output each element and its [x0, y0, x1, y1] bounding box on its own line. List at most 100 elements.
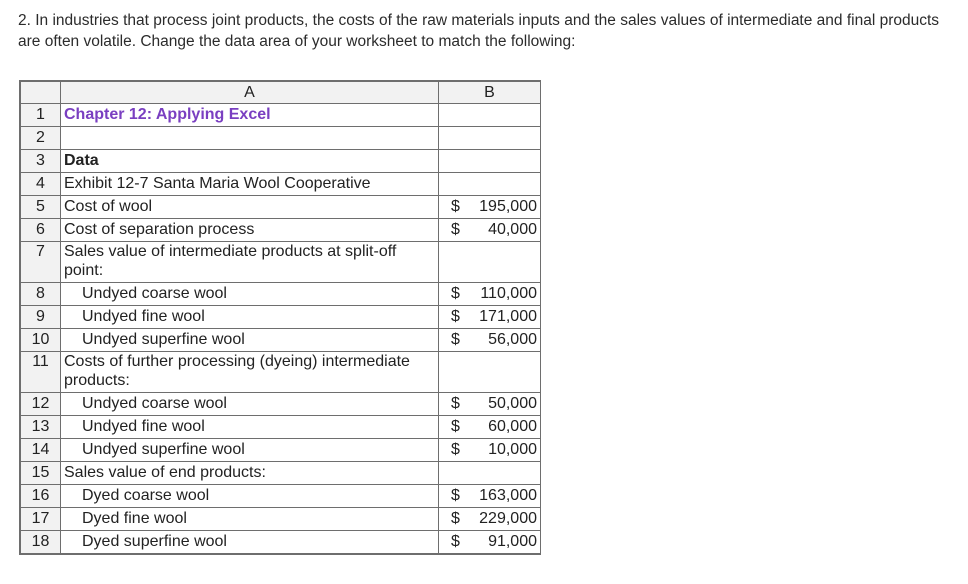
cell-a9[interactable]: Undyed fine wool: [60, 305, 439, 329]
cell-a18[interactable]: Dyed superfine wool: [60, 530, 439, 555]
amount: 56,000: [488, 331, 537, 348]
row-header[interactable]: 6: [19, 218, 61, 242]
sheet-row: 10 Undyed superfine wool $56,000: [19, 328, 541, 352]
cell-a-text: Dyed fine wool: [82, 510, 187, 527]
cell-b2[interactable]: [438, 126, 541, 150]
cell-a11[interactable]: Costs of further processing (dyeing) int…: [60, 351, 439, 393]
sheet-row: 1 Chapter 12: Applying Excel: [19, 103, 541, 127]
sheet-row: 2: [19, 126, 541, 150]
row-header[interactable]: 16: [19, 484, 61, 508]
cell-a-text: Dyed coarse wool: [82, 487, 210, 504]
cell-a3[interactable]: Data: [60, 149, 439, 173]
cell-a15[interactable]: Sales value of end products:: [60, 461, 439, 485]
cell-a1[interactable]: Chapter 12: Applying Excel: [60, 103, 439, 127]
currency-value: $195,000: [439, 196, 537, 218]
cell-b5[interactable]: $195,000: [438, 195, 541, 219]
cell-a2[interactable]: [60, 126, 439, 150]
row-header[interactable]: 18: [19, 530, 61, 555]
cell-a-text: Undyed superfine wool: [82, 441, 245, 458]
sheet-row: 4 Exhibit 12-7 Santa Maria Wool Cooperati…: [19, 172, 541, 196]
cell-b12[interactable]: $50,000: [438, 392, 541, 416]
cell-b15[interactable]: [438, 461, 541, 485]
row-header[interactable]: 12: [19, 392, 61, 416]
row-header[interactable]: 7: [19, 241, 61, 283]
cell-a-text: Chapter 12: Applying Excel: [64, 106, 271, 123]
cell-a13[interactable]: Undyed fine wool: [60, 415, 439, 439]
sheet-row: 6 Cost of separation process $40,000: [19, 218, 541, 242]
cell-a-text: Costs of further processing (dyeing) int…: [64, 353, 410, 389]
cell-b17[interactable]: $229,000: [438, 507, 541, 531]
cell-a6[interactable]: Cost of separation process: [60, 218, 439, 242]
amount: 229,000: [479, 510, 537, 527]
cell-a-text: Data: [64, 152, 99, 169]
cell-a4[interactable]: Exhibit 12-7 Santa Maria Wool Cooperativ…: [60, 172, 439, 196]
cell-b8[interactable]: $110,000: [438, 282, 541, 306]
cell-a-text: Undyed fine wool: [82, 418, 205, 435]
amount: 40,000: [488, 221, 537, 238]
sheet-row: 11 Costs of further processing (dyeing) i…: [19, 351, 541, 393]
row-header[interactable]: 2: [19, 126, 61, 150]
row-header[interactable]: 13: [19, 415, 61, 439]
select-all-corner[interactable]: [19, 80, 61, 104]
cell-b6[interactable]: $40,000: [438, 218, 541, 242]
column-header-a[interactable]: A: [60, 80, 439, 104]
sheet-row: 12 Undyed coarse wool $50,000: [19, 392, 541, 416]
cell-a7[interactable]: Sales value of intermediate products at …: [60, 241, 439, 283]
row-header[interactable]: 15: [19, 461, 61, 485]
cell-b14[interactable]: $10,000: [438, 438, 541, 462]
cell-b13[interactable]: $60,000: [438, 415, 541, 439]
currency-symbol: $: [451, 331, 460, 348]
cell-a17[interactable]: Dyed fine wool: [60, 507, 439, 531]
sheet-row: 3 Data: [19, 149, 541, 173]
currency-symbol: $: [451, 510, 460, 527]
row-header[interactable]: 11: [19, 351, 61, 393]
cell-b16[interactable]: $163,000: [438, 484, 541, 508]
currency-value: $110,000: [439, 283, 537, 305]
row-header[interactable]: 9: [19, 305, 61, 329]
row-header[interactable]: 1: [19, 103, 61, 127]
sheet-row: 7 Sales value of intermediate products at…: [19, 241, 541, 283]
cell-a5[interactable]: Cost of wool: [60, 195, 439, 219]
currency-symbol: $: [451, 308, 460, 325]
row-header[interactable]: 10: [19, 328, 61, 352]
currency-symbol: $: [451, 395, 460, 412]
row-header[interactable]: 3: [19, 149, 61, 173]
amount: 10,000: [488, 441, 537, 458]
cell-a12[interactable]: Undyed coarse wool: [60, 392, 439, 416]
cell-a10[interactable]: Undyed superfine wool: [60, 328, 439, 352]
cell-b9[interactable]: $171,000: [438, 305, 541, 329]
cell-a14[interactable]: Undyed superfine wool: [60, 438, 439, 462]
row-header[interactable]: 17: [19, 507, 61, 531]
cell-b10[interactable]: $56,000: [438, 328, 541, 352]
cell-a-text: Dyed superfine wool: [82, 533, 227, 550]
row-header[interactable]: 5: [19, 195, 61, 219]
currency-value: $56,000: [439, 329, 537, 351]
cell-b3[interactable]: [438, 149, 541, 173]
row-header[interactable]: 4: [19, 172, 61, 196]
currency-symbol: $: [451, 533, 460, 550]
cell-a8[interactable]: Undyed coarse wool: [60, 282, 439, 306]
sheet-row: 5 Cost of wool $195,000: [19, 195, 541, 219]
amount: 110,000: [480, 285, 537, 302]
cell-b18[interactable]: $91,000: [438, 530, 541, 555]
cell-a-text: Undyed coarse wool: [82, 285, 227, 302]
sheet-row: 13 Undyed fine wool $60,000: [19, 415, 541, 439]
cell-b7[interactable]: [438, 241, 541, 283]
sheet-row: 14 Undyed superfine wool $10,000: [19, 438, 541, 462]
row-header[interactable]: 14: [19, 438, 61, 462]
cell-a-text: Cost of separation process: [64, 221, 255, 238]
cell-b11[interactable]: [438, 351, 541, 393]
cell-a-text: Undyed fine wool: [82, 308, 205, 325]
sheet-row: 18 Dyed superfine wool $91,000: [19, 530, 541, 555]
cell-a-text: Undyed superfine wool: [82, 331, 245, 348]
row-header[interactable]: 8: [19, 282, 61, 306]
sheet-row: 16 Dyed coarse wool $163,000: [19, 484, 541, 508]
cell-b1[interactable]: [438, 103, 541, 127]
spreadsheet-grid: A B 1 Chapter 12: Applying Excel 2 3 Data 4 Ex…: [19, 80, 541, 555]
amount: 50,000: [488, 395, 537, 412]
currency-symbol: $: [451, 198, 460, 215]
cell-b4[interactable]: [438, 172, 541, 196]
column-header-b[interactable]: B: [438, 80, 541, 104]
currency-symbol: $: [451, 441, 460, 458]
cell-a16[interactable]: Dyed coarse wool: [60, 484, 439, 508]
